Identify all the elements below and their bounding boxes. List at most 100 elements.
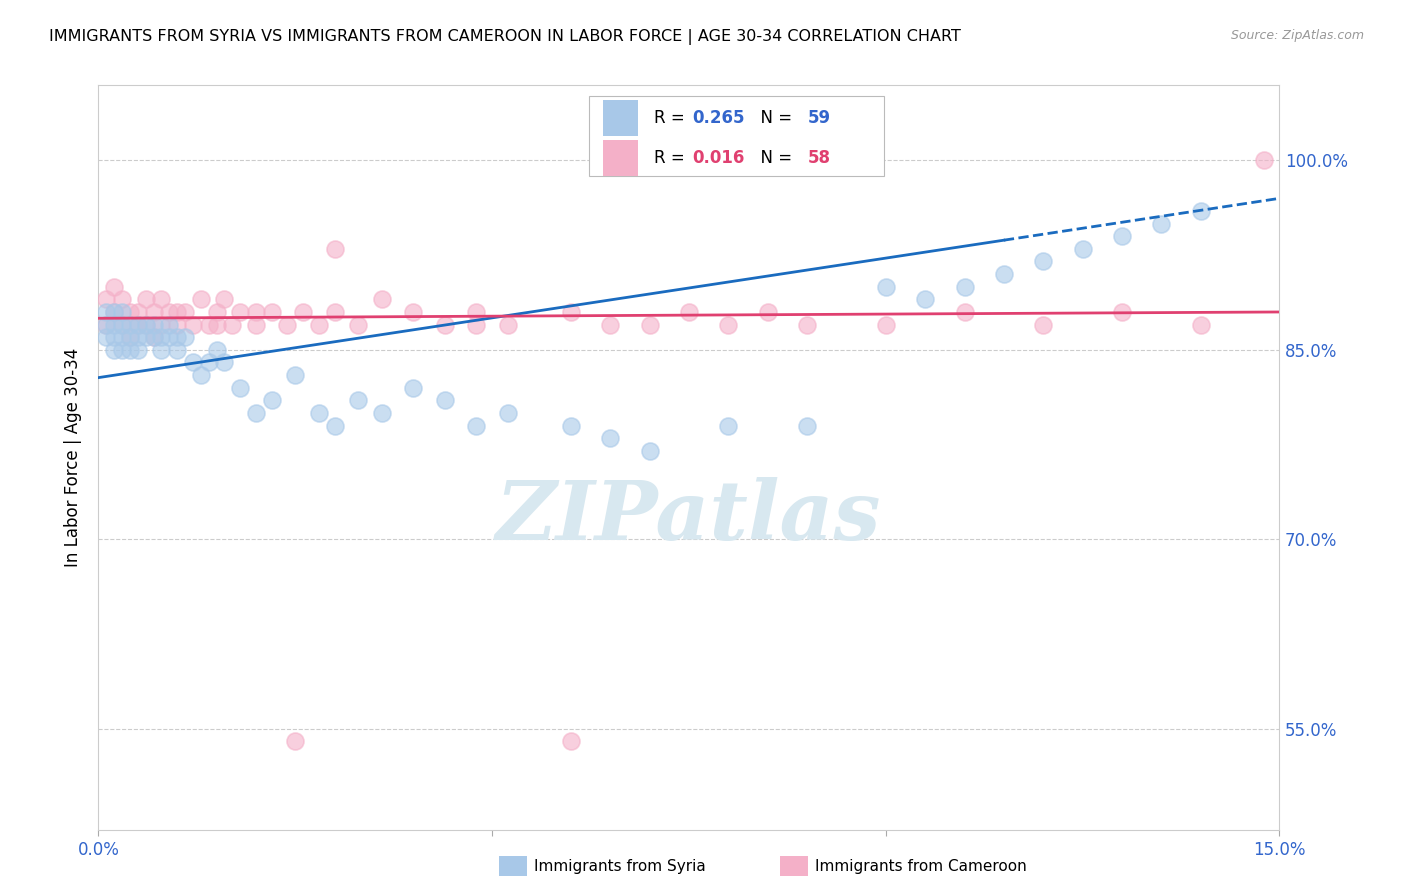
Point [135, 293, 157, 307]
Point [127, 305, 149, 319]
Point [127, 330, 149, 344]
Point [197, 318, 219, 332]
Point [118, 330, 141, 344]
Point [292, 305, 315, 319]
Point [402, 381, 425, 395]
Point [111, 318, 134, 332]
Point [96, 318, 118, 332]
Text: 59: 59 [808, 109, 831, 127]
Point [157, 305, 180, 319]
Point [229, 305, 252, 319]
Point [465, 318, 488, 332]
Point [103, 279, 125, 293]
Point [166, 305, 188, 319]
Point [118, 330, 141, 344]
Point [717, 418, 740, 433]
Point [96, 293, 118, 307]
Point [245, 406, 267, 420]
Point [1150, 217, 1173, 231]
Point [1032, 318, 1054, 332]
Point [1253, 153, 1275, 168]
Point [166, 318, 188, 332]
FancyBboxPatch shape [589, 96, 884, 177]
Point [166, 330, 188, 344]
Point [181, 355, 204, 369]
Point [96, 305, 118, 319]
Point [150, 330, 173, 344]
Point [103, 330, 125, 344]
Point [875, 318, 897, 332]
Point [560, 418, 582, 433]
Point [284, 368, 307, 383]
Point [197, 355, 219, 369]
Point [205, 343, 228, 357]
Point [402, 305, 425, 319]
Point [111, 293, 134, 307]
Point [953, 305, 976, 319]
Point [142, 305, 165, 319]
Point [465, 305, 488, 319]
Point [150, 318, 173, 332]
Point [103, 305, 125, 319]
Text: 58: 58 [808, 149, 831, 167]
Point [1111, 305, 1133, 319]
Point [157, 318, 180, 332]
Point [371, 293, 394, 307]
Point [174, 305, 197, 319]
Point [205, 305, 228, 319]
Text: N =: N = [751, 109, 797, 127]
Point [135, 330, 157, 344]
Point [127, 318, 149, 332]
Point [221, 318, 243, 332]
Point [433, 318, 456, 332]
Point [135, 318, 157, 332]
Point [1189, 204, 1212, 219]
Point [174, 330, 197, 344]
Point [433, 393, 456, 408]
Point [118, 305, 141, 319]
Point [157, 330, 180, 344]
Point [135, 318, 157, 332]
Text: N =: N = [751, 149, 797, 167]
Point [111, 318, 134, 332]
Point [96, 318, 118, 332]
Text: Source: ZipAtlas.com: Source: ZipAtlas.com [1230, 29, 1364, 42]
FancyBboxPatch shape [603, 140, 638, 176]
Point [465, 418, 488, 433]
Point [229, 381, 252, 395]
Point [142, 330, 165, 344]
Point [560, 734, 582, 748]
Point [599, 431, 621, 445]
Point [118, 343, 141, 357]
Point [181, 318, 204, 332]
Point [276, 318, 298, 332]
Point [371, 406, 394, 420]
Point [150, 293, 173, 307]
Point [260, 305, 283, 319]
Point [796, 418, 818, 433]
Text: ZIPatlas: ZIPatlas [496, 476, 882, 557]
Point [103, 318, 125, 332]
Point [260, 393, 283, 408]
Point [717, 318, 740, 332]
Point [323, 418, 346, 433]
Point [214, 355, 236, 369]
Point [323, 305, 346, 319]
Point [496, 318, 519, 332]
Point [111, 330, 134, 344]
FancyBboxPatch shape [603, 100, 638, 136]
Point [103, 343, 125, 357]
Point [678, 305, 700, 319]
Point [111, 305, 134, 319]
Point [638, 443, 661, 458]
Point [638, 318, 661, 332]
Text: Immigrants from Cameroon: Immigrants from Cameroon [815, 859, 1028, 873]
Point [953, 279, 976, 293]
Point [1032, 254, 1054, 268]
Point [599, 318, 621, 332]
Text: 0.016: 0.016 [693, 149, 745, 167]
Text: R =: R = [654, 109, 689, 127]
Point [308, 318, 330, 332]
Point [1071, 242, 1094, 256]
Point [756, 305, 779, 319]
